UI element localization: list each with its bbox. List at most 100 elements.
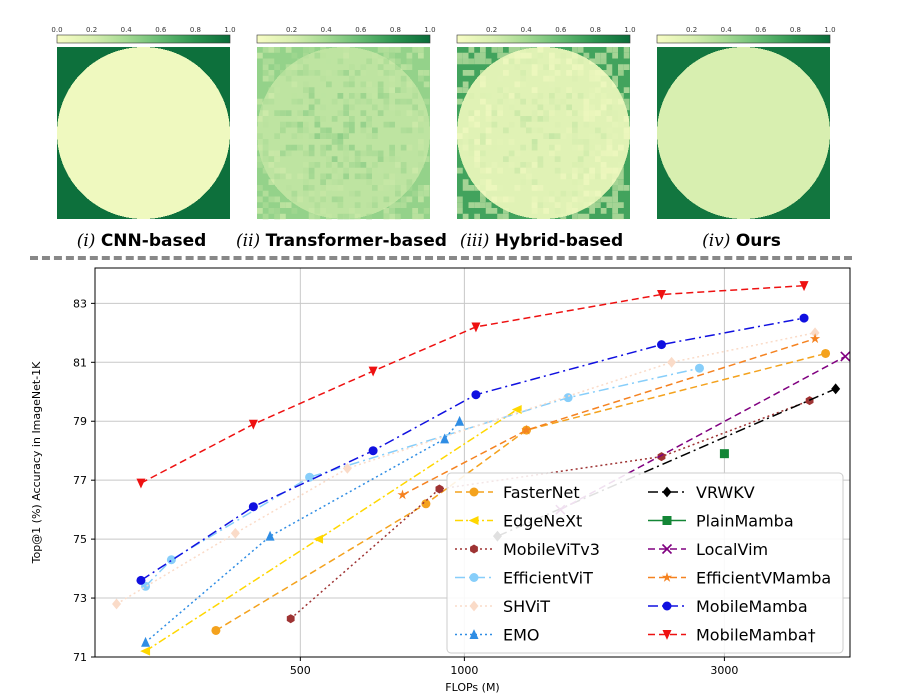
texture-cell xyxy=(537,202,544,208)
texture-cell xyxy=(531,110,538,116)
texture-cell xyxy=(314,116,321,122)
texture-cell xyxy=(606,70,613,76)
texture-cell xyxy=(280,167,286,174)
texture-cell xyxy=(268,196,275,203)
data-point xyxy=(662,486,672,498)
texture-cell xyxy=(595,202,601,208)
texture-cell xyxy=(508,179,515,185)
texture-cell xyxy=(343,167,349,174)
texture-cell xyxy=(526,127,532,134)
texture-cell xyxy=(491,185,498,191)
texture-cell xyxy=(262,98,269,105)
caption-label: Hybrid-based xyxy=(495,231,623,251)
texture-cell xyxy=(549,75,555,82)
data-point xyxy=(511,404,522,414)
texture-cell xyxy=(468,144,475,151)
texture-cell xyxy=(485,110,492,116)
data-point xyxy=(809,333,821,344)
plot-frame xyxy=(94,267,851,658)
texture-cell xyxy=(366,64,372,70)
texture-cell xyxy=(360,98,367,105)
texture-cell xyxy=(457,208,463,214)
texture-cell xyxy=(377,93,384,99)
texture-cell xyxy=(308,110,315,116)
texture-cell xyxy=(485,179,492,185)
texture-cell xyxy=(457,98,463,105)
data-point xyxy=(661,543,673,555)
legend-entry: LocalVim xyxy=(648,540,768,559)
texture-cell xyxy=(589,190,595,197)
texture-cell xyxy=(383,98,390,105)
texture-cell xyxy=(280,144,286,151)
texture-cell xyxy=(412,121,418,128)
texture-cell xyxy=(349,116,355,122)
texture-cell xyxy=(554,70,561,76)
texture-cell xyxy=(360,121,367,128)
heatmap-1 xyxy=(57,47,230,219)
data-point xyxy=(469,573,479,582)
texture-cell xyxy=(423,190,430,197)
texture-cell xyxy=(383,213,390,220)
texture-cell xyxy=(268,58,275,65)
texture-cell xyxy=(257,196,263,203)
texture-cell xyxy=(406,179,413,185)
texture-cell xyxy=(268,162,275,168)
colorbar-tick: 0.8 xyxy=(190,26,201,34)
texture-cell xyxy=(491,47,498,53)
texture-cell xyxy=(349,208,355,214)
legend-entry: SHViT xyxy=(455,597,550,616)
texture-cell xyxy=(337,144,344,151)
texture-cell xyxy=(572,110,578,116)
texture-cell xyxy=(366,133,372,139)
data-point xyxy=(248,419,258,430)
texture-cell xyxy=(377,70,384,76)
caption-label: Ours xyxy=(736,231,781,251)
texture-cell xyxy=(377,185,384,191)
texture-cell xyxy=(554,64,561,70)
texture-cell xyxy=(485,58,492,65)
texture-cell xyxy=(343,47,349,53)
texture-cell xyxy=(618,179,624,185)
texture-cell xyxy=(526,81,532,88)
texture-cell xyxy=(383,208,390,214)
texture-cell xyxy=(262,70,269,76)
texture-cell xyxy=(618,98,624,105)
texture-cell xyxy=(543,116,549,122)
texture-cell xyxy=(531,58,538,65)
texture-cell xyxy=(320,185,326,191)
texture-cell xyxy=(418,116,424,122)
texture-cell xyxy=(462,213,469,220)
x-axis-label: FLOPs (M) xyxy=(445,681,499,694)
texture-cell xyxy=(560,52,567,59)
texture-cell xyxy=(618,64,624,70)
caption-roman: (ii) xyxy=(236,231,266,251)
texture-cell xyxy=(554,208,561,214)
texture-cell xyxy=(618,121,624,128)
texture-cell xyxy=(343,150,349,157)
texture-cell xyxy=(554,167,561,174)
texture-cell xyxy=(366,58,372,65)
texture-cell xyxy=(572,190,578,197)
texture-cell xyxy=(297,58,303,65)
texture-cell xyxy=(377,104,384,111)
texture-cell xyxy=(503,196,509,203)
texture-cell xyxy=(331,133,338,139)
texture-cell xyxy=(418,127,424,134)
x-tick-label: 500 xyxy=(290,664,311,677)
texture-cell xyxy=(457,87,463,93)
texture-cell xyxy=(389,150,395,157)
texture-cell xyxy=(377,58,384,65)
texture-cell xyxy=(308,144,315,151)
texture-cell xyxy=(531,116,538,122)
texture-cell xyxy=(549,150,555,157)
legend-entry: VRWKV xyxy=(648,483,755,502)
texture-cell xyxy=(303,110,309,116)
texture-cell xyxy=(577,58,584,65)
y-tick-label: 75 xyxy=(73,533,87,546)
texture-cell xyxy=(537,185,544,191)
texture-cell xyxy=(560,64,567,70)
texture-cell xyxy=(262,139,269,145)
texture-cell xyxy=(595,196,601,203)
texture-cell xyxy=(600,173,607,180)
texture-cell xyxy=(274,208,280,214)
